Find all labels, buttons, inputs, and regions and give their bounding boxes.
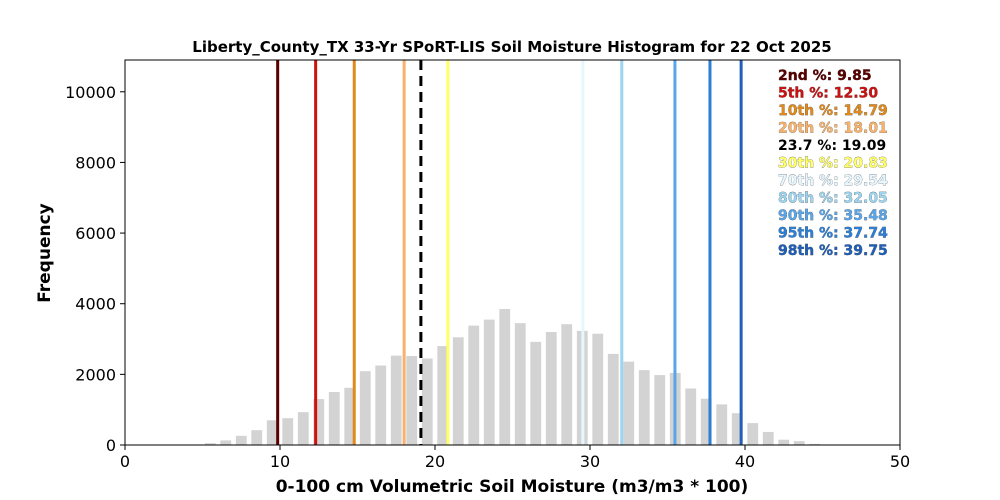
percentile-label: 70th %: 29.54 bbox=[778, 173, 888, 189]
histogram-bar bbox=[793, 441, 805, 445]
percentile-label: 98th %: 39.75 bbox=[778, 243, 888, 259]
y-tick-label: 6000 bbox=[75, 224, 116, 243]
y-tick-label: 4000 bbox=[75, 295, 116, 314]
histogram-bar bbox=[685, 388, 697, 445]
histogram-bar bbox=[375, 365, 387, 445]
bars-layer bbox=[204, 309, 821, 445]
percentile-lines-layer bbox=[276, 60, 743, 445]
histogram-bar bbox=[762, 431, 774, 445]
histogram-bar bbox=[406, 355, 418, 445]
percentile-label: 10th %: 14.79 bbox=[778, 103, 888, 119]
histogram-bar bbox=[638, 370, 650, 445]
y-tick-label: 8000 bbox=[75, 153, 116, 172]
histogram-bar bbox=[313, 399, 325, 445]
histogram-bar bbox=[592, 333, 604, 445]
percentile-label: 90th %: 35.48 bbox=[778, 208, 888, 224]
histogram-bar bbox=[483, 319, 495, 445]
histogram-bar bbox=[452, 337, 464, 445]
histogram-bar bbox=[809, 443, 821, 445]
x-tick-label: 10 bbox=[270, 452, 290, 471]
histogram-bar bbox=[607, 353, 619, 445]
percentile-label: 23.7 %: 19.09 bbox=[778, 138, 886, 154]
histogram-bar bbox=[282, 418, 294, 445]
x-tick-label: 0 bbox=[120, 452, 130, 471]
histogram-bar bbox=[545, 331, 557, 445]
histogram-bar bbox=[359, 371, 371, 445]
histogram-bar bbox=[623, 361, 635, 445]
y-axis-label: Frequency bbox=[35, 203, 55, 303]
percentile-label: 95th %: 37.74 bbox=[778, 226, 888, 242]
x-axis-label: 0-100 cm Volumetric Soil Moisture (m3/m3… bbox=[276, 477, 749, 497]
x-tick-label: 30 bbox=[580, 452, 600, 471]
histogram-bar bbox=[731, 413, 743, 445]
percentile-label: 2nd %: 9.85 bbox=[778, 68, 872, 84]
histogram-bar bbox=[390, 355, 402, 445]
percentile-label: 80th %: 32.05 bbox=[778, 191, 888, 207]
histogram-bar bbox=[297, 412, 309, 445]
histogram-bar bbox=[514, 323, 526, 445]
plot-frame bbox=[124, 59, 901, 446]
histogram-bar bbox=[700, 398, 712, 445]
histogram-bar bbox=[716, 404, 728, 445]
histogram-bar bbox=[251, 430, 263, 445]
percentile-label: 20th %: 18.01 bbox=[778, 121, 888, 137]
histogram-bar bbox=[530, 341, 542, 445]
histogram-bar bbox=[561, 324, 573, 445]
histogram-bar bbox=[437, 346, 449, 445]
histogram-bar bbox=[421, 358, 433, 445]
percentile-label: 5th %: 12.30 bbox=[778, 86, 878, 102]
x-axis-ticks: 0 10 20 30 40 50 bbox=[120, 445, 910, 471]
histogram-bar bbox=[499, 309, 511, 445]
y-tick-label: 2000 bbox=[75, 365, 116, 384]
histogram-bar bbox=[654, 375, 666, 445]
y-axis-ticks: 0 2000 4000 6000 8000 10000 bbox=[65, 83, 125, 455]
x-tick-label: 50 bbox=[890, 452, 910, 471]
histogram-bar bbox=[344, 387, 356, 445]
plot-area: 0 10 20 30 40 50 0 2000 4000 6000 8000 10000 2nd %… bbox=[65, 59, 910, 471]
histogram-bar bbox=[220, 440, 232, 445]
y-tick-label: 0 bbox=[106, 436, 116, 455]
histogram-bar bbox=[204, 443, 216, 445]
histogram-bar bbox=[778, 439, 790, 445]
histogram-bar bbox=[266, 420, 278, 445]
x-tick-label: 40 bbox=[735, 452, 755, 471]
histogram-bar bbox=[235, 435, 247, 445]
histogram-bar bbox=[328, 392, 340, 445]
histogram-bar bbox=[747, 423, 759, 445]
chart-title: Liberty_County_TX 33-Yr SPoRT-LIS Soil M… bbox=[192, 38, 831, 56]
percentile-label: 30th %: 20.83 bbox=[778, 156, 888, 172]
x-tick-label: 20 bbox=[425, 452, 445, 471]
y-tick-label: 10000 bbox=[65, 83, 116, 102]
histogram-bar bbox=[468, 325, 480, 445]
